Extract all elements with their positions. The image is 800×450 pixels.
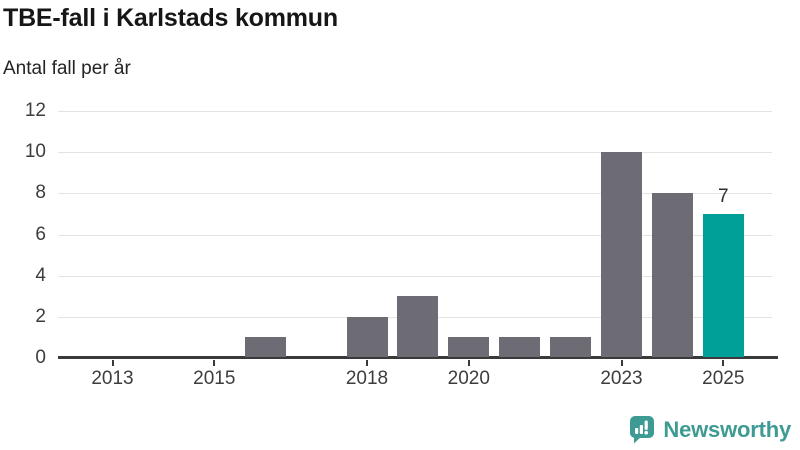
- gridline-y10: [58, 152, 772, 154]
- x-axis-label-2015: 2015: [193, 368, 236, 389]
- y-axis-label-12: 12: [24, 100, 46, 121]
- gridline-y8: [58, 193, 772, 195]
- y-axis-label-8: 8: [35, 182, 46, 204]
- y-axis-label-0: 0: [35, 347, 46, 368]
- chart-title: TBE-fall i Karlstads kommun: [3, 4, 338, 32]
- bar-2021: [499, 337, 541, 357]
- bar-2024: [651, 193, 693, 357]
- x-axis-label-2023: 2023: [600, 368, 643, 389]
- y-axis-label-6: 6: [35, 223, 46, 245]
- x-axis-label-2025: 2025: [702, 368, 745, 389]
- bar-2018: [346, 316, 388, 357]
- x-tick-2023: [620, 360, 623, 366]
- newsworthy-logo-text: Newsworthy: [663, 416, 791, 442]
- x-axis-label-2018: 2018: [345, 368, 389, 389]
- bar-2020: [448, 337, 490, 357]
- x-axis-label-2013: 2013: [91, 368, 134, 389]
- chart-subtitle: Antal fall per år: [3, 58, 131, 79]
- y-axis-label-10: 10: [24, 141, 46, 163]
- gridline-y6: [58, 234, 772, 236]
- bar-2025: [702, 213, 744, 357]
- data-label-2025: 7: [718, 185, 729, 207]
- x-tick-2018: [366, 360, 368, 366]
- x-tick-2013: [111, 360, 114, 366]
- newsworthy-speech-bubble-chart-icon: [630, 416, 655, 444]
- plot-area: 0 2 4 6 8 10 12 2013 2015 2018 2020 2023 2025 7: [25, 100, 778, 389]
- x-tick-2025: [722, 360, 725, 366]
- x-tick-2020: [467, 360, 470, 366]
- x-tick-2015: [213, 360, 216, 366]
- bar-2019: [397, 296, 439, 357]
- gridline-y12: [58, 111, 772, 112]
- bar-2022: [550, 337, 592, 357]
- bar-2023: [601, 152, 642, 357]
- y-axis-label-4: 4: [35, 264, 46, 286]
- gridline-y4: [58, 275, 772, 277]
- y-axis-label-2: 2: [35, 305, 46, 327]
- bar-2016: [244, 337, 286, 357]
- x-axis-line: [58, 356, 778, 359]
- x-axis-label-2020: 2020: [447, 368, 490, 389]
- newsworthy-logo: Newsworthy: [629, 415, 791, 444]
